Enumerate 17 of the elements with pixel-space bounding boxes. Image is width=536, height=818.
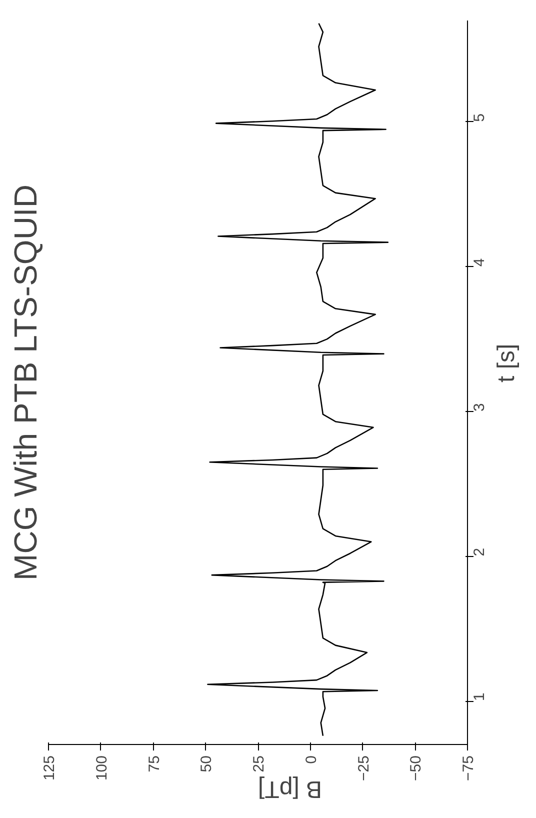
x-tick-label: −25: [355, 755, 372, 781]
x-tick-label: −75: [460, 755, 477, 781]
y-tick-label: 5: [471, 114, 488, 122]
y-tick-label: 1: [471, 692, 488, 702]
x-axis-title: B [pT]: [258, 775, 322, 802]
y-axis-title: t [s]: [493, 344, 520, 382]
text: MCG With PTB LTS-SQUID: [8, 184, 44, 580]
y-tick-label: 4: [471, 258, 488, 267]
x-tick-label: 25: [250, 755, 268, 772]
x-tick-label: 50: [198, 755, 216, 772]
x-tick-label: 0: [302, 756, 320, 764]
x-tick-label: 125: [41, 755, 58, 781]
y-tick-label: 2: [471, 548, 488, 556]
x-tick-label: 75: [146, 755, 163, 772]
x-tick-label: −50: [408, 755, 425, 781]
y-tick-label: 3: [471, 403, 488, 412]
x-tick-label: 100: [93, 755, 110, 781]
